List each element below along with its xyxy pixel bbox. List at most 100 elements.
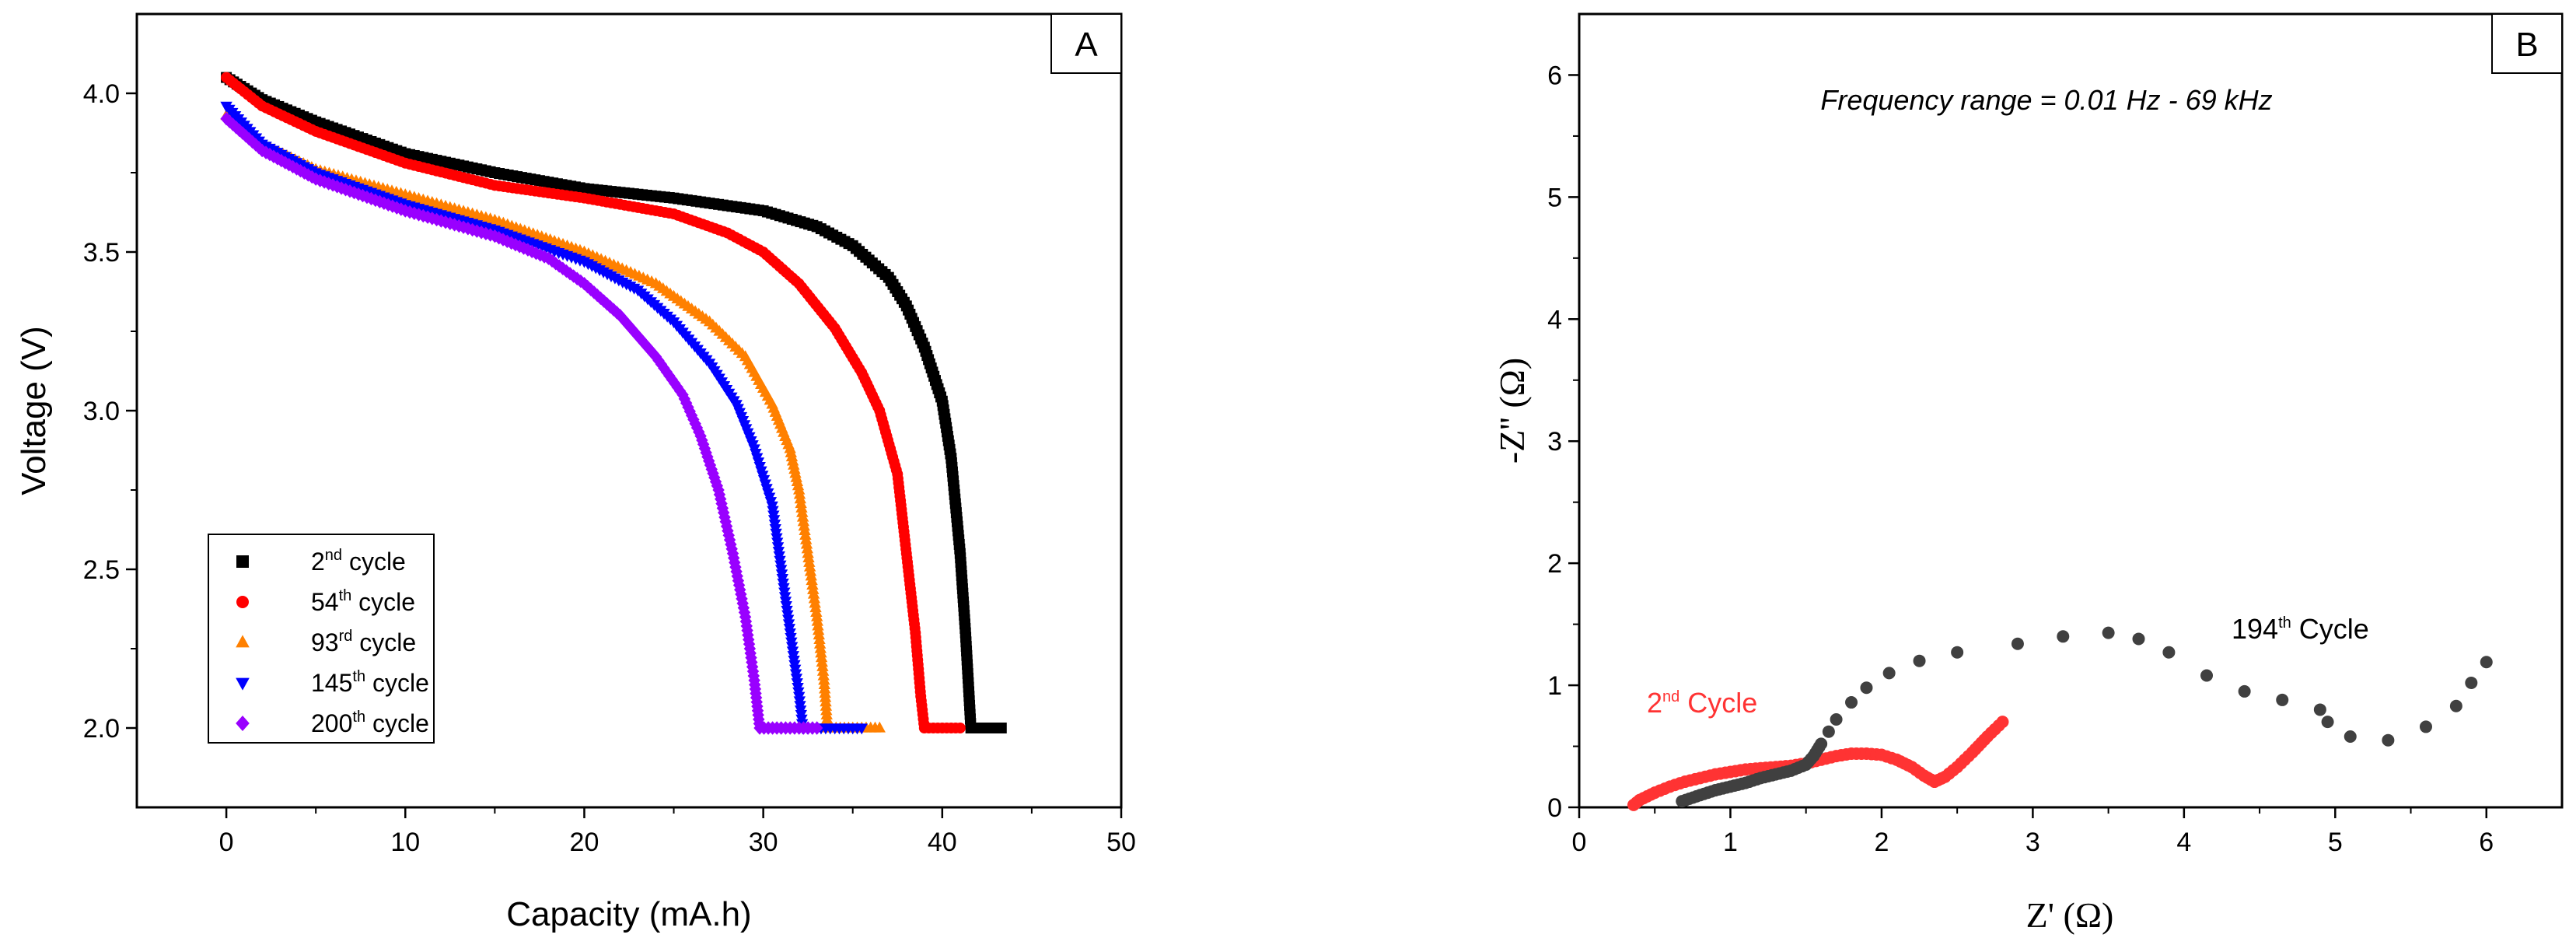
data-point xyxy=(804,565,817,576)
data-point xyxy=(806,574,818,586)
data-point xyxy=(816,664,830,676)
data-point xyxy=(811,614,824,626)
data-point xyxy=(2382,733,2395,747)
data-point xyxy=(2162,646,2176,659)
data-point xyxy=(2344,730,2357,743)
panel-a-ylabel: Voltage (V) xyxy=(15,326,53,495)
data-point xyxy=(813,637,827,649)
series-label-194th-cycle: 194th Cycle xyxy=(2232,613,2369,645)
data-point xyxy=(1815,737,1828,751)
panel-a: 0 10 20 30 40 50 2.0 2.5 3.0 3.5 4.0 A Capacity (m… xyxy=(15,12,1136,933)
data-point xyxy=(810,721,823,735)
series-200th-cycle xyxy=(220,111,823,735)
data-point xyxy=(806,579,819,590)
data-point xyxy=(803,555,816,567)
data-point xyxy=(816,656,828,667)
y-tick-label: 6 xyxy=(1547,61,1562,90)
data-point xyxy=(954,723,966,733)
panel-b-ylabel: -Z'' (Ω) xyxy=(1492,358,1532,464)
data-point xyxy=(815,651,828,663)
panel-a-xlabel: Capacity (mA.h) xyxy=(506,895,751,933)
data-point xyxy=(809,601,822,613)
legend-marker xyxy=(236,716,250,731)
legend-label: 54th cycle xyxy=(311,587,415,616)
panel-b-letter: B xyxy=(2515,26,2538,64)
data-point xyxy=(873,721,886,733)
series-54th-cycle xyxy=(221,72,966,733)
x-tick-label: 50 xyxy=(1106,828,1136,857)
data-point xyxy=(2313,703,2326,716)
y-tick-label: 4 xyxy=(1547,305,1562,334)
data-point xyxy=(613,308,627,323)
data-point xyxy=(2057,630,2070,643)
data-point xyxy=(631,329,645,343)
data-point xyxy=(814,642,827,653)
data-point xyxy=(2132,632,2145,646)
x-tick-label: 40 xyxy=(928,828,957,857)
legend-marker xyxy=(236,677,250,691)
x-tick-label: 3 xyxy=(2025,828,2040,857)
data-point xyxy=(815,646,827,658)
data-point xyxy=(813,632,826,644)
data-point xyxy=(802,551,815,563)
y-tick-label: 3.0 xyxy=(83,397,120,426)
data-point xyxy=(796,506,809,517)
data-point xyxy=(807,587,820,599)
panel-b-letter-box xyxy=(2491,13,2563,74)
data-point xyxy=(817,669,830,681)
data-point xyxy=(2011,637,2024,650)
data-point xyxy=(816,660,829,671)
data-point xyxy=(799,528,812,540)
x-tick-label: 0 xyxy=(219,828,234,857)
data-point xyxy=(2465,676,2478,689)
data-point xyxy=(626,322,638,337)
y-tick-label: 3 xyxy=(1547,427,1562,457)
data-point xyxy=(671,380,683,394)
data-point xyxy=(2102,626,2115,639)
data-point xyxy=(2419,720,2432,733)
data-point xyxy=(798,520,810,531)
data-point xyxy=(802,547,814,558)
data-point xyxy=(2276,693,2289,706)
data-point xyxy=(1996,716,2009,729)
data-point xyxy=(795,497,807,509)
x-tick-label: 10 xyxy=(390,828,420,857)
data-point xyxy=(2238,684,2251,698)
x-tick-label: 1 xyxy=(1723,828,1738,857)
data-point xyxy=(1860,681,1873,695)
data-point xyxy=(809,597,821,608)
series-93rd-cycle xyxy=(220,109,886,733)
x-tick-label: 20 xyxy=(570,828,599,857)
series-2nd-cycle xyxy=(221,72,1007,733)
y-tick-label: 4.0 xyxy=(83,79,120,109)
data-point xyxy=(660,365,673,379)
legend-marker xyxy=(236,555,249,568)
data-point xyxy=(1882,667,1896,680)
data-point xyxy=(1830,713,1843,726)
data-point xyxy=(2321,716,2334,729)
data-point xyxy=(801,542,814,554)
data-point xyxy=(805,569,817,581)
x-tick-label: 0 xyxy=(1572,828,1587,857)
legend-label: 93rd cycle xyxy=(311,628,416,656)
data-point xyxy=(1822,725,1835,738)
panel-b: 0 1 2 3 4 5 6 0 1 2 3 4 5 6 B Frequency range = 0.01 … xyxy=(1492,12,2564,935)
data-point xyxy=(810,610,823,621)
data-point xyxy=(1951,646,1964,659)
data-point xyxy=(812,619,824,631)
data-point xyxy=(658,361,670,376)
data-point xyxy=(644,343,656,357)
series-label-2nd-cycle: 2nd Cycle xyxy=(1647,687,1757,719)
panel-b-plot-area xyxy=(1627,626,2493,811)
data-point xyxy=(1845,696,1858,709)
data-point xyxy=(803,560,816,572)
data-point xyxy=(2480,656,2493,669)
panel-a-letter-box xyxy=(1050,13,1122,74)
x-tick-label: 4 xyxy=(2176,828,2191,857)
data-point xyxy=(792,483,806,495)
data-point xyxy=(1913,654,1926,667)
x-tick-label: 5 xyxy=(2328,828,2343,857)
x-tick-label: 30 xyxy=(749,828,778,857)
data-point xyxy=(799,524,811,536)
